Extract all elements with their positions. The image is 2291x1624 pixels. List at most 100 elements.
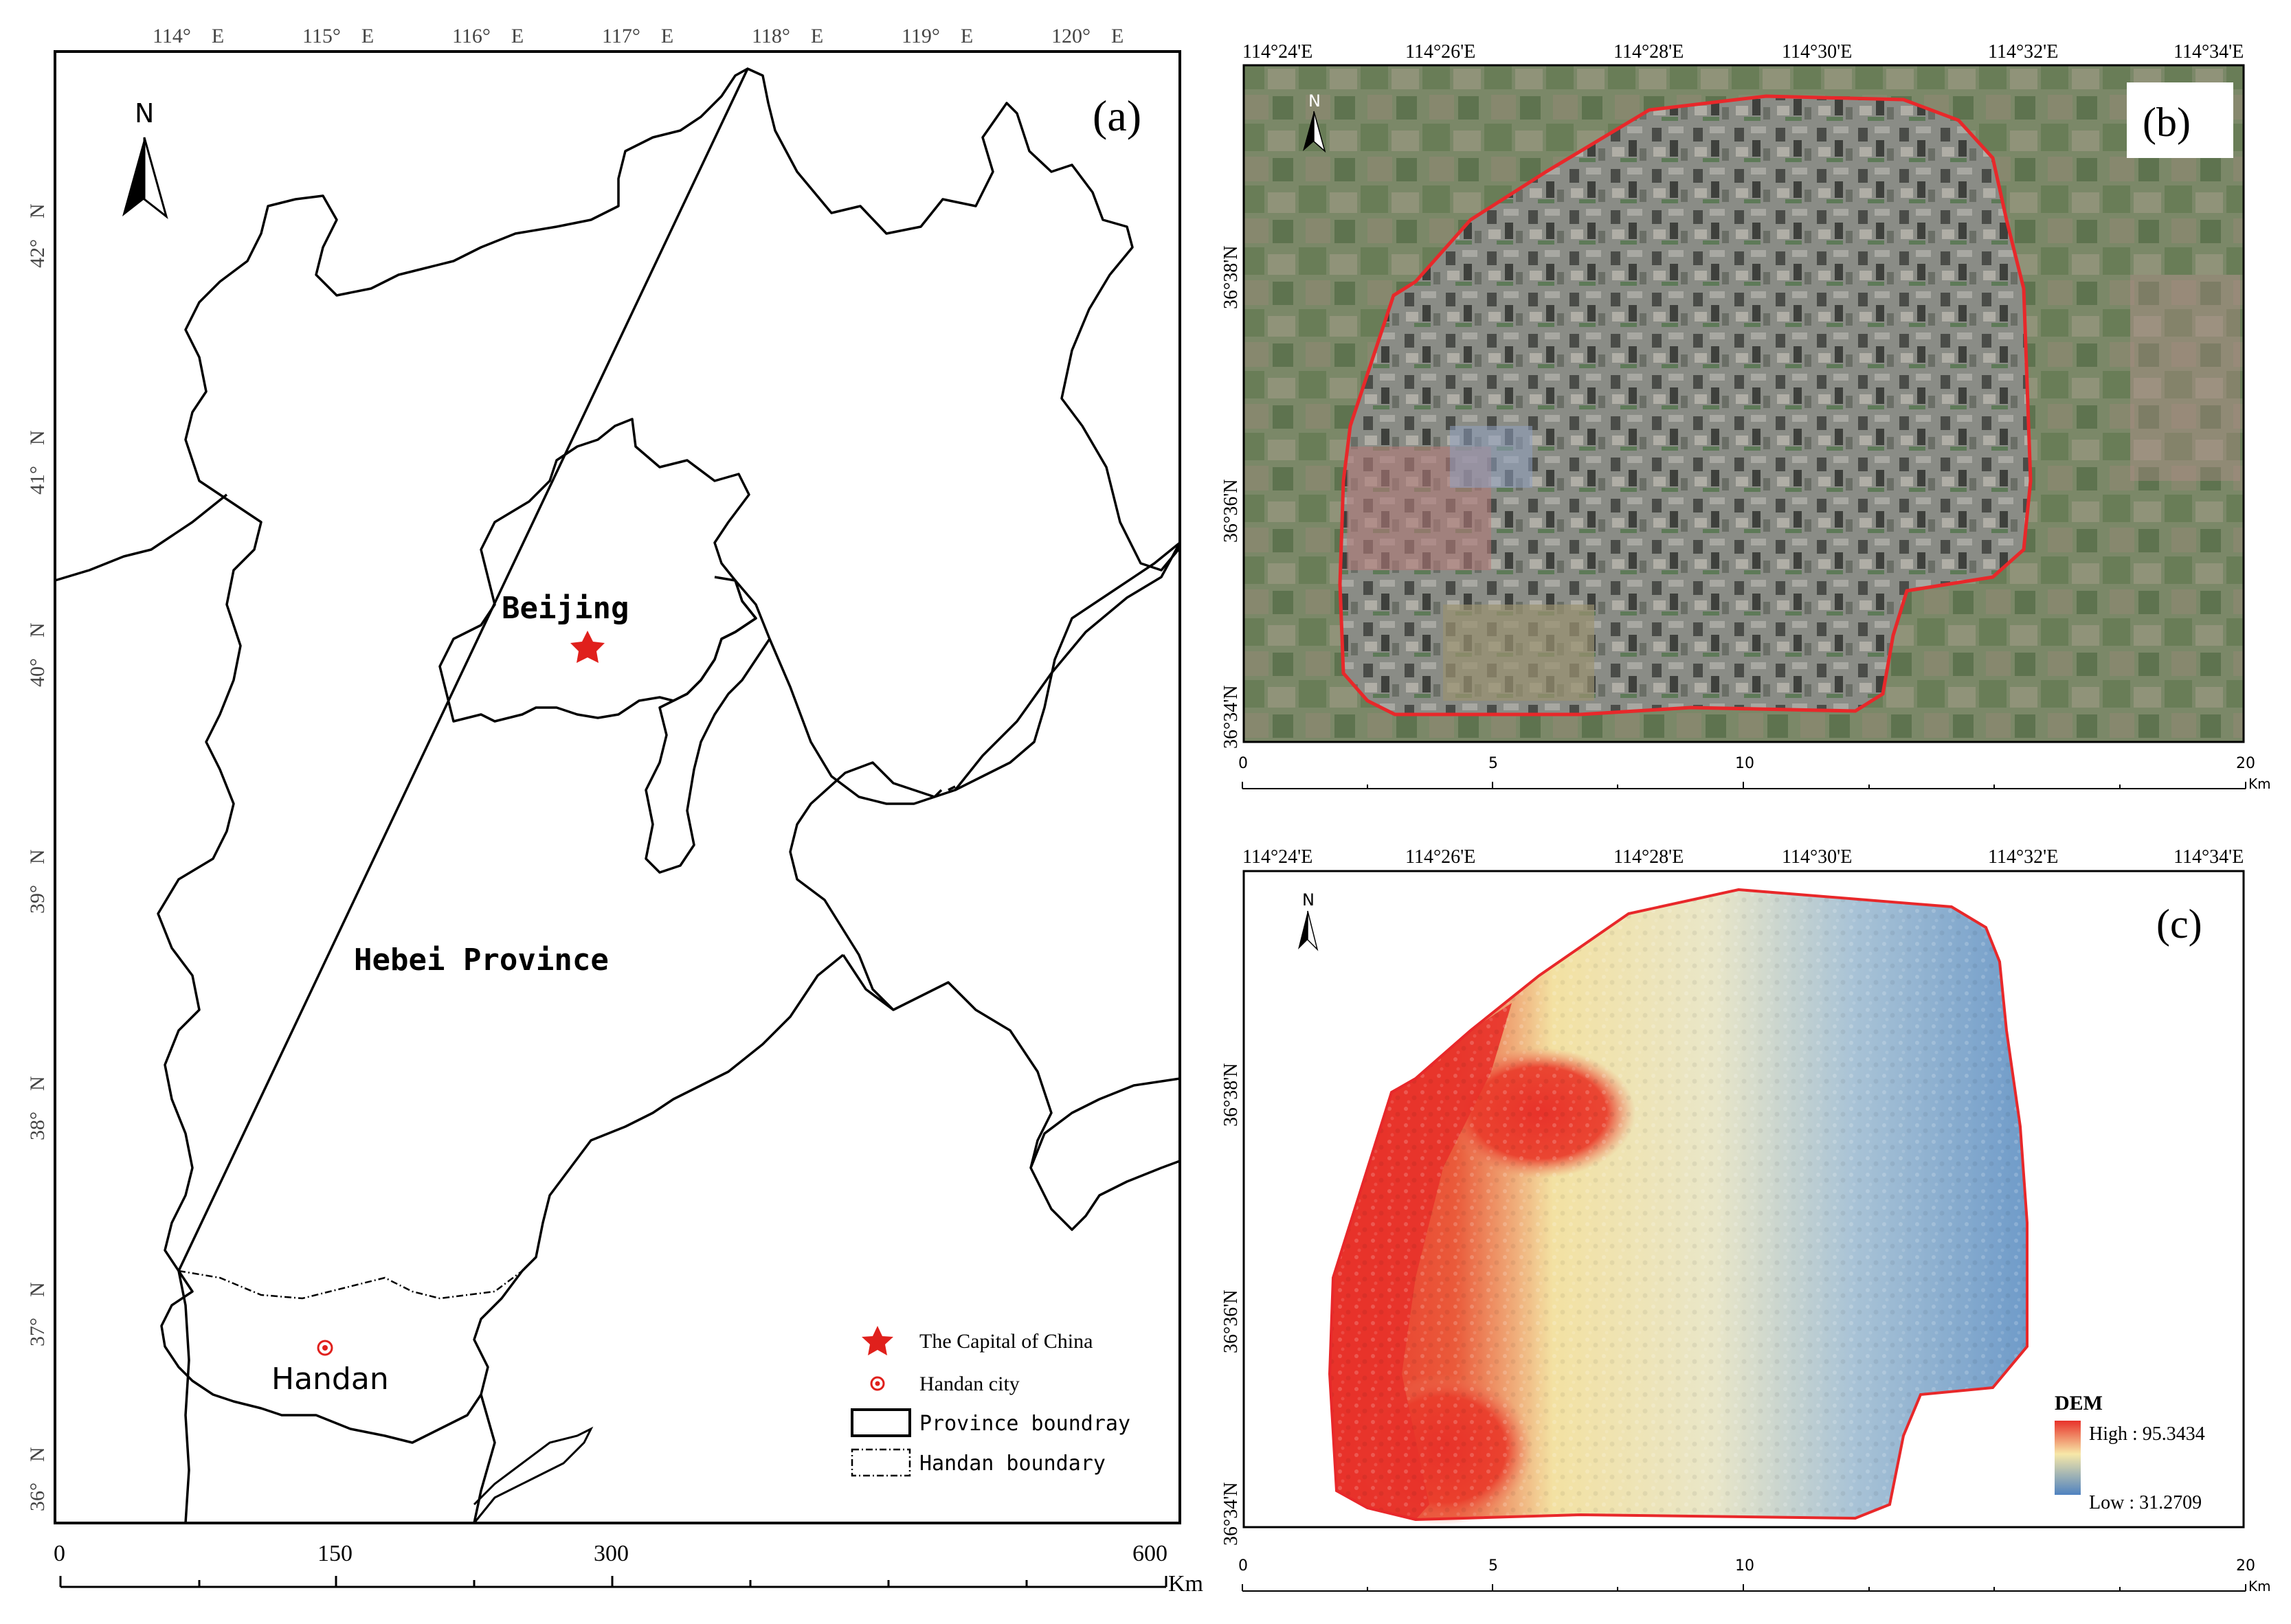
lon-tick: 114°26'E [1405, 846, 1475, 868]
lat-tick: 36°34'N [1220, 686, 1242, 749]
lat-tick: 39° N [26, 849, 49, 914]
north-label: N [1308, 91, 1321, 111]
shandong-boundary [842, 954, 895, 1011]
scale-label: 0 [54, 1541, 65, 1566]
scale-label: 600 [1132, 1541, 1167, 1566]
lon-tick: 114°30'E [1782, 41, 1852, 63]
beijing-boundary [438, 418, 757, 723]
lon-tick: 114°32'E [1988, 41, 2058, 63]
scale-unit: Km [2248, 1578, 2271, 1594]
lon-tick: 114°28'E [1613, 846, 1684, 868]
province-boundaries [54, 67, 1181, 1524]
dem-legend-low: Low : 31.2709 [2089, 1492, 2202, 1513]
lat-tick: 42° N [26, 203, 49, 268]
handan-boundary [178, 1270, 523, 1300]
dem-legend: DEM High : 95.3434 Low : 31.2709 [2055, 1392, 2205, 1513]
dem-legend-ramp [2055, 1421, 2081, 1495]
lon-tick: 114°34'E [2173, 846, 2244, 868]
panel-c-label: (c) [2156, 901, 2202, 947]
lat-tick: 41° N [26, 430, 49, 495]
panel-a-frame [54, 50, 1181, 1524]
lon-tick: 118° E [752, 25, 823, 47]
lat-tick: 36°36'N [1220, 480, 1242, 543]
north-arrow-icon [1298, 911, 1308, 949]
scale-label: 10 [1735, 1557, 1754, 1575]
north-arrow-icon [122, 137, 144, 216]
handan-label: Handan [271, 1362, 389, 1397]
lon-tick: 120° E [1051, 25, 1124, 47]
dem-legend-title: DEM [2055, 1392, 2103, 1414]
lon-tick: 114° E [153, 25, 224, 47]
legend-province-label: Province boundray [919, 1412, 1130, 1436]
scale-unit: Km [2248, 776, 2271, 792]
island-1 [933, 785, 956, 798]
north-label: N [1302, 890, 1315, 910]
panel-c-lat-ticks: 36°38'N 36°36'N 36°34'N [1220, 1063, 1242, 1546]
scale-label: 0 [1238, 755, 1248, 772]
lon-tick: 114°24'E [1242, 41, 1312, 63]
panel-b-label: (b) [2143, 100, 2191, 145]
north-arrow: N [1298, 890, 1319, 951]
panel-a-lat-ticks: 42° N 41° N 40° N 39° N 38° N 37° N 36° … [26, 203, 49, 1511]
panel-b-frame [1242, 64, 2245, 743]
study-area-outline [1338, 94, 2033, 717]
lon-tick: 117° E [602, 25, 673, 47]
capital-star-icon [570, 631, 605, 663]
scale-label: 150 [317, 1541, 353, 1566]
lon-tick: 115° E [302, 25, 374, 47]
lat-tick: 36°36'N [1220, 1290, 1242, 1353]
lon-tick: 114°28'E [1613, 41, 1684, 63]
legend-city-label: Handan city [919, 1373, 1020, 1395]
panel-c: 114°24'E 114°26'E 114°28'E 114°30'E 114°… [1220, 846, 2271, 1594]
scale-label: 0 [1238, 1557, 1248, 1575]
lon-tick: 114°30'E [1782, 846, 1852, 868]
shanxi-boundary [177, 1270, 190, 1524]
lon-tick: 114°24'E [1242, 846, 1312, 868]
tianjin-boundary [645, 576, 771, 874]
hebei-label: Hebei Province [354, 943, 609, 978]
legend-province-icon [851, 1408, 911, 1437]
lon-tick: 114°34'E [2173, 41, 2244, 63]
north-arrow: N [1303, 91, 1326, 153]
lon-tick: 114°26'E [1405, 41, 1475, 63]
dem-legend-high: High : 95.3434 [2089, 1423, 2205, 1445]
lon-tick: 119° E [902, 25, 973, 47]
lat-tick: 37° N [26, 1282, 49, 1346]
scale-label: 10 [1735, 755, 1754, 772]
panel-a-label: (a) [1093, 91, 1141, 140]
lat-tick: 36°38'N [1220, 1063, 1242, 1127]
legend-capital-icon [862, 1326, 893, 1355]
north-arrow-icon [1303, 111, 1314, 151]
scale-label: 5 [1488, 755, 1498, 772]
panel-b: 114°24'E 114°26'E 114°28'E 114°30'E 114°… [1220, 41, 2271, 792]
panel-b-lat-ticks: 36°38'N 36°36'N 36°34'N [1220, 246, 1242, 749]
lat-tick: 38° N [26, 1076, 49, 1140]
north-arrow: N [122, 98, 168, 219]
beijing-label: Beijing [502, 591, 629, 626]
panel-a-scale-bar: 0 150 300 600 Km [54, 1541, 1203, 1597]
panel-b-scale-bar: 0 5 10 20 Km [1238, 755, 2271, 792]
scale-label: 20 [2236, 755, 2255, 772]
small-island [473, 1426, 594, 1524]
southeast-boundary [473, 1394, 496, 1524]
panel-a: 114° E 115° E 116° E 117° E 118° E 119° … [26, 25, 1203, 1597]
legend-handan-label: Handan boundary [919, 1452, 1106, 1476]
lon-tick: 114°32'E [1988, 846, 2058, 868]
lat-tick: 36°34'N [1220, 1482, 1242, 1546]
panel-a-legend: The Capital of China Handan city Provinc… [851, 1326, 1130, 1477]
urban-area [1340, 96, 2031, 714]
scale-unit: Km [1168, 1571, 1203, 1597]
legend-capital-label: The Capital of China [919, 1330, 1093, 1353]
panel-a-lon-ticks: 114° E 115° E 116° E 117° E 118° E 119° … [153, 25, 1124, 47]
panel-b-lon-ticks: 114°24'E 114°26'E 114°28'E 114°30'E 114°… [1242, 41, 2244, 63]
panel-c-lon-ticks: 114°24'E 114°26'E 114°28'E 114°30'E 114°… [1242, 846, 2244, 868]
lat-tick: 36°38'N [1220, 246, 1242, 309]
legend-handan-icon [851, 1448, 911, 1477]
bohai-coast [768, 638, 935, 805]
lat-tick: 40° N [26, 622, 49, 687]
scale-label: 5 [1488, 1557, 1498, 1575]
lon-tick: 116° E [452, 25, 524, 47]
panel-c-scale-bar: 0 5 10 20 Km [1238, 1557, 2271, 1594]
northwest-boundary [54, 493, 228, 582]
